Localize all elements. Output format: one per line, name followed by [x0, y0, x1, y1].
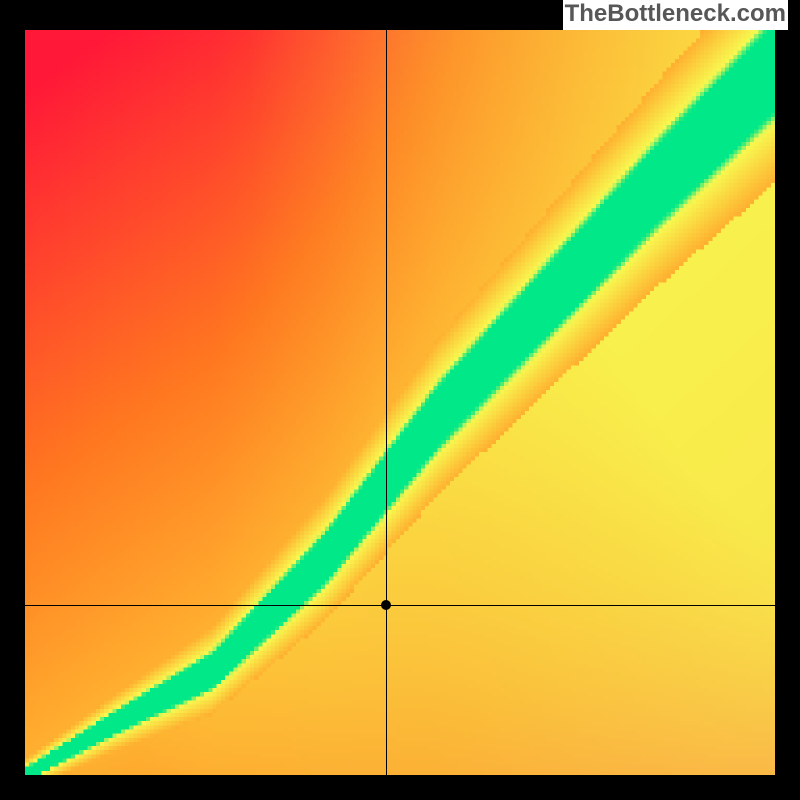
attribution-text: TheBottleneck.com	[563, 0, 788, 30]
crosshair-horizontal	[25, 605, 775, 606]
plot-area	[25, 30, 775, 775]
crosshair-vertical	[386, 30, 387, 775]
crosshair-marker	[381, 600, 391, 610]
chart-container: TheBottleneck.com	[0, 0, 800, 800]
heatmap-canvas	[25, 30, 775, 775]
